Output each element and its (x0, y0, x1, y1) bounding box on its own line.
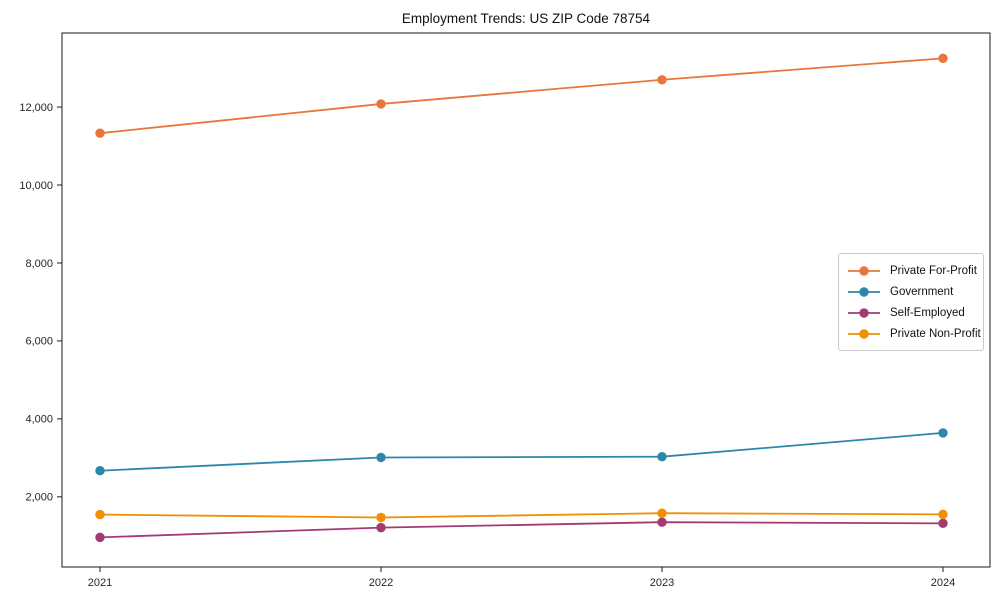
x-tick-label: 2021 (88, 577, 112, 589)
data-point-marker (938, 518, 948, 529)
data-point-marker (657, 451, 667, 462)
data-point-marker (376, 99, 386, 109)
data-point-marker (95, 532, 105, 543)
legend-label: Self-Employed (890, 306, 965, 319)
x-tick-label: 2024 (931, 577, 955, 589)
legend-item-government: Government (847, 281, 975, 302)
data-point-marker (657, 517, 667, 527)
series-line-self-employed (99, 521, 944, 539)
legend: Private For-Profit Government Self-Employe… (838, 253, 984, 351)
y-tick-label: 12,000 (19, 102, 53, 114)
legend-item-private-non-profit: Private Non-Profit (847, 323, 981, 344)
plot-frame (61, 32, 991, 568)
data-point-marker (95, 128, 105, 138)
series-line-government (99, 432, 944, 472)
data-point-marker (938, 428, 948, 438)
y-tick-label: 6,000 (25, 336, 53, 348)
data-point-marker (657, 508, 667, 518)
x-tick-label: 2023 (650, 577, 674, 589)
legend-item-self-employed: Self-Employed (847, 302, 975, 323)
legend-item-private-for-profit: Private For-Profit (847, 260, 977, 281)
data-point-marker (376, 522, 386, 533)
series-line-private-for-profit (99, 57, 944, 135)
legend-label: Private For-Profit (890, 264, 977, 277)
data-point-marker (376, 512, 386, 523)
series-line-private-non-profit (99, 512, 944, 519)
legend-marker-icon (848, 328, 880, 339)
legend-marker-icon (848, 265, 880, 276)
data-point-marker (938, 53, 948, 64)
legend-label: Government (890, 285, 954, 298)
data-point-marker (657, 75, 667, 85)
y-tick-label: 10,000 (19, 180, 53, 192)
data-point-marker (376, 452, 386, 463)
y-tick-label: 2,000 (25, 492, 53, 504)
legend-label: Private Non-Profit (890, 327, 981, 340)
y-tick-label: 4,000 (25, 414, 53, 426)
data-point-marker (938, 509, 948, 520)
data-point-marker (95, 509, 105, 520)
legend-marker-icon (848, 286, 880, 297)
legend-marker-icon (848, 307, 880, 318)
y-tick-label: 8,000 (25, 258, 53, 270)
x-tick-label: 2022 (369, 577, 393, 589)
data-point-marker (95, 466, 105, 476)
chart-title: Employment Trends: US ZIP Code 78754 (401, 11, 651, 26)
